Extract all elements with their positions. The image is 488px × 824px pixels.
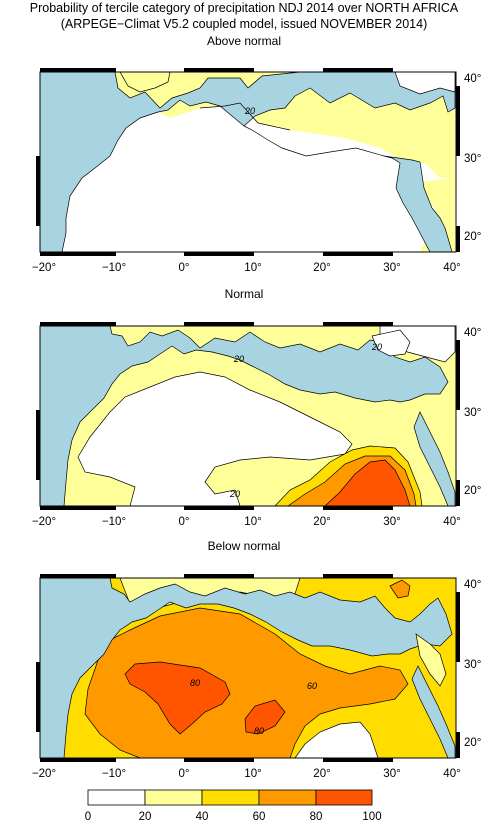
contour-label: 60 <box>307 681 317 691</box>
svg-text:20°: 20° <box>464 485 481 497</box>
svg-text:10°: 10° <box>244 516 261 528</box>
svg-text:−10°: −10° <box>102 516 126 528</box>
colorbar-labels: 0 20 40 60 80 100 <box>85 811 382 823</box>
contour-label: 80 <box>190 678 200 688</box>
lat-ticks-normal: 40° 30° 20° <box>464 327 481 497</box>
panel-title-below-normal: Below normal <box>207 539 281 553</box>
land-white-balkans <box>394 72 456 95</box>
panel-title-normal: Normal <box>224 287 264 301</box>
frame-ticks-above <box>36 68 460 256</box>
svg-text:40°: 40° <box>464 579 481 591</box>
svg-text:0°: 0° <box>179 768 190 780</box>
land-dark-orange-west <box>124 661 231 735</box>
colorbar-label: 20 <box>139 811 152 823</box>
svg-text:−10°: −10° <box>102 768 126 780</box>
contour-label: 20 <box>229 489 240 499</box>
land-yellow-iberia <box>119 72 171 93</box>
contour-label: 20 <box>244 106 255 116</box>
land-white-turkey <box>371 329 411 357</box>
contour-20-above <box>199 102 291 131</box>
svg-text:40°: 40° <box>464 73 481 85</box>
frame-ticks-below <box>36 574 460 762</box>
svg-text:40°: 40° <box>443 262 460 274</box>
svg-text:30°: 30° <box>383 262 400 274</box>
svg-text:40°: 40° <box>443 768 460 780</box>
contour-label: 20 <box>233 354 244 364</box>
svg-text:30°: 30° <box>464 153 481 165</box>
colorbar-segments <box>87 789 373 806</box>
lat-ticks-below: 40° 30° 20° <box>464 579 481 749</box>
land-yellow-arabia <box>415 633 447 687</box>
svg-text:20°: 20° <box>313 516 330 528</box>
colorbar-label: 40 <box>196 811 209 823</box>
lon-ticks-above: −20° −10° 0° 10° 20° 30° 40° <box>32 262 461 274</box>
colorbar-label: 60 <box>253 811 266 823</box>
svg-text:0°: 0° <box>179 516 190 528</box>
colorbar-label: 100 <box>362 811 381 823</box>
svg-text:−20°: −20° <box>32 262 56 274</box>
panel-title-above-normal: Above normal <box>206 34 282 48</box>
map-panel-above-normal: 20 −20° −10° 0° 10° 20° 30° 40° 40° 30° … <box>32 68 481 274</box>
svg-text:−20°: −20° <box>32 768 56 780</box>
map-panel-normal: 20 20 20 −20° −10° 0° 10° 20° 30° 40° 40… <box>32 322 481 528</box>
land-dark-orange <box>324 459 411 506</box>
svg-text:−10°: −10° <box>102 262 126 274</box>
svg-text:20°: 20° <box>464 737 481 749</box>
colorbar-seg-0 <box>87 789 146 806</box>
svg-text:20°: 20° <box>464 231 481 243</box>
sea-area <box>40 578 453 758</box>
colorbar-label: 0 <box>85 811 91 823</box>
colorbar-seg-1 <box>144 789 203 806</box>
lon-ticks-normal: −20° −10° 0° 10° 20° 30° 40° <box>32 516 461 528</box>
land-orange-east-dot <box>389 579 411 599</box>
svg-text:10°: 10° <box>244 262 261 274</box>
colorbar: 0 20 40 60 80 100 <box>85 789 382 823</box>
main-title-line-1: Probability of tercile category of preci… <box>29 1 459 15</box>
land-dark-orange-east <box>244 699 286 735</box>
main-title-line-2: (ARPEGE−Climat V5.2 coupled model, issue… <box>60 17 428 31</box>
map-panel-below-normal: 80 60 80 −20° −10° 0° 10° 20° 30° 40° 40… <box>32 574 481 780</box>
svg-text:30°: 30° <box>383 516 400 528</box>
svg-text:30°: 30° <box>464 659 481 671</box>
svg-text:−20°: −20° <box>32 516 56 528</box>
frame-ticks-normal <box>36 322 460 510</box>
contour-label: 80 <box>254 726 264 736</box>
land-white-sudan <box>294 721 379 758</box>
colorbar-label: 80 <box>310 811 323 823</box>
svg-text:30°: 30° <box>464 407 481 419</box>
sea-area <box>40 326 449 506</box>
contour-label: 20 <box>371 342 382 352</box>
sea-red <box>411 665 456 758</box>
lon-ticks-below: −20° −10° 0° 10° 20° 30° 40° <box>32 768 461 780</box>
svg-text:0°: 0° <box>179 262 190 274</box>
colorbar-seg-4 <box>315 789 373 806</box>
lat-ticks-above: 40° 30° 20° <box>464 73 481 243</box>
colorbar-seg-3 <box>258 789 317 806</box>
svg-text:20°: 20° <box>313 262 330 274</box>
svg-text:30°: 30° <box>383 768 400 780</box>
svg-text:20°: 20° <box>313 768 330 780</box>
svg-text:10°: 10° <box>244 768 261 780</box>
sea-red <box>413 411 456 506</box>
svg-text:40°: 40° <box>464 327 481 339</box>
colorbar-seg-2 <box>201 789 260 806</box>
land-orange-sahara <box>84 607 409 758</box>
svg-text:40°: 40° <box>443 516 460 528</box>
land-white-sahara <box>77 371 353 506</box>
